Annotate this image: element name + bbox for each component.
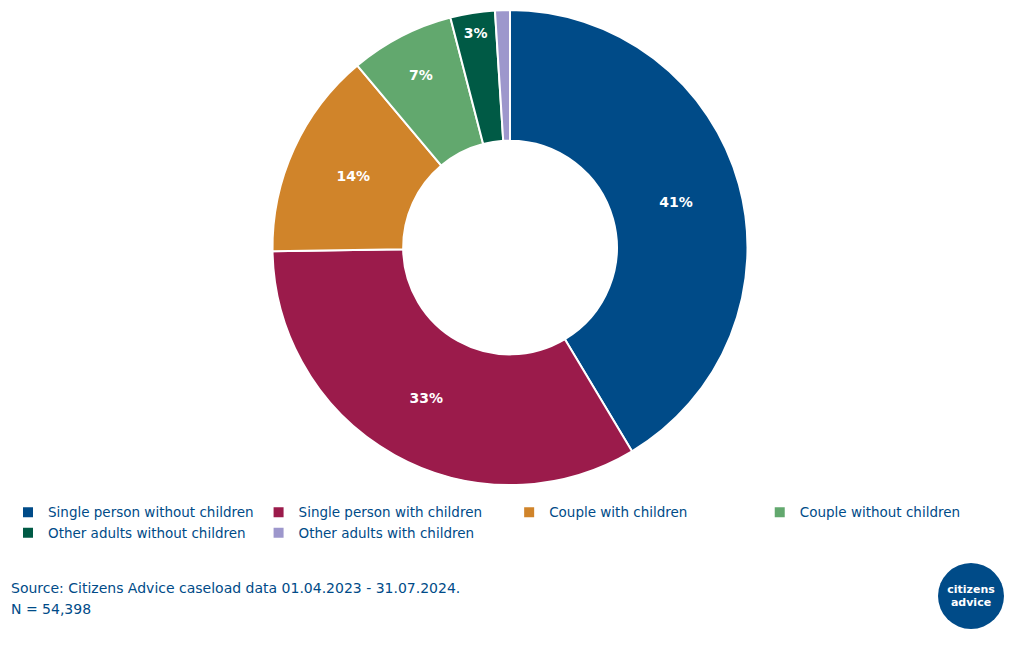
svg-text:Couple with children: Couple with children (549, 504, 687, 520)
html-text:N = 54,398: N = 54,398 (11, 601, 92, 617)
svg-text:14%: 14% (337, 168, 371, 184)
svg-text:Single person with children: Single person with children (299, 504, 482, 520)
svg-text:Single person without children: Single person without children (48, 504, 254, 520)
svg-text:Couple without children: Couple without children (800, 504, 960, 520)
svg-text:33%: 33% (410, 390, 444, 406)
svg-text:3%: 3% (464, 25, 488, 41)
html-text:advice: advice (950, 596, 992, 609)
svg-text:Other adults without children: Other adults without children (48, 525, 246, 541)
svg-text:Other adults with children: Other adults with children (299, 525, 475, 541)
html-text:citizens: citizens (947, 583, 995, 596)
svg-text:41%: 41% (659, 194, 693, 210)
svg-text:7%: 7% (409, 67, 433, 83)
html-text:Source: Citizens Advice caselo: Source: Citizens Advice caseload data 01… (11, 580, 461, 596)
